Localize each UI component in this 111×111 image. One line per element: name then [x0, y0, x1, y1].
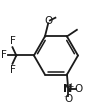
Text: O: O — [64, 94, 72, 104]
Text: F: F — [1, 51, 7, 60]
Text: O: O — [45, 16, 53, 26]
Text: +: + — [67, 82, 74, 91]
Text: N: N — [63, 84, 73, 94]
Text: F: F — [10, 36, 15, 46]
Text: ⁻: ⁻ — [63, 94, 68, 103]
Text: F: F — [10, 65, 15, 75]
Text: O: O — [75, 84, 83, 94]
